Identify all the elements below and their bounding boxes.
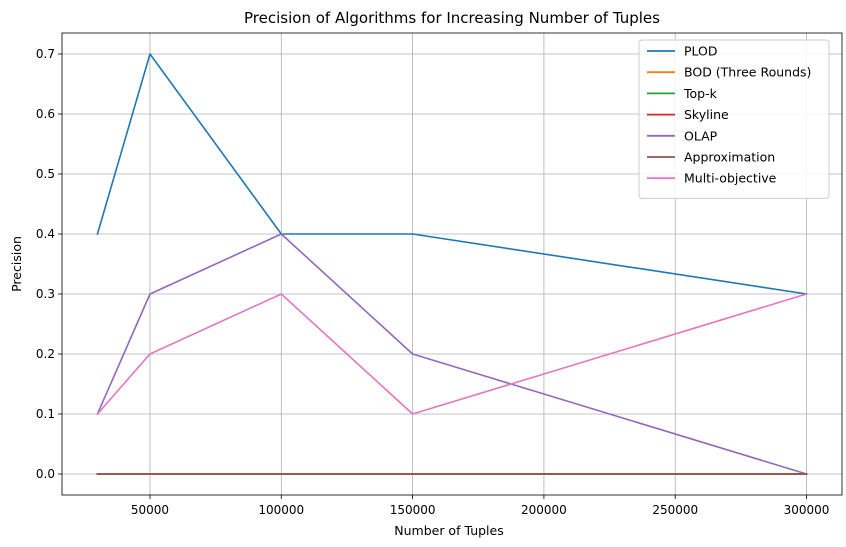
x-tick-label: 50000 [131,503,169,517]
legend-box [638,39,830,199]
y-axis-title: Precision [9,236,24,292]
x-axis-title: Number of Tuples [394,523,503,538]
series-line-multi-objective [96,293,808,416]
x-tick-label: 200000 [521,503,567,517]
y-tick-label: 0.7 [36,47,55,61]
y-tick-label: 0.5 [36,167,55,181]
legend-label-plod: PLOD [684,44,718,59]
y-tick-label: 0.0 [36,467,55,481]
legend-label-bod-three-rounds: BOD (Three Rounds) [684,65,811,80]
y-axis-ticks: 0.0 0.1 0.2 0.3 0.4 0.5 0.6 0.7 [36,47,62,481]
series-line-olap [96,233,808,475]
x-tick-label: 250000 [652,503,698,517]
chart-title: Precision of Algorithms for Increasing N… [244,9,660,27]
x-tick-label: 100000 [258,503,304,517]
x-tick-label: 300000 [784,503,830,517]
y-tick-label: 0.6 [36,107,55,121]
legend-label-top-k: Top-k [683,86,718,101]
series-lines [96,53,808,475]
y-tick-label: 0.2 [36,347,55,361]
legend-label-skyline: Skyline [684,107,729,122]
plot-frame [61,32,843,496]
x-tick-label: 150000 [390,503,436,517]
y-tick-label: 0.3 [36,287,55,301]
x-axis-ticks: 50000 100000 150000 200000 250000 300000 [131,495,830,517]
legend-label-approximation: Approximation [684,150,775,165]
legend: PLOD BOD (Three Rounds) Top-k Skyline OLAP Ap… [638,39,830,199]
legend-label-multi-objective: Multi-objective [684,171,777,186]
legend-label-olap: OLAP [684,128,718,143]
y-tick-label: 0.1 [36,407,55,421]
y-tick-label: 0.4 [36,227,55,241]
